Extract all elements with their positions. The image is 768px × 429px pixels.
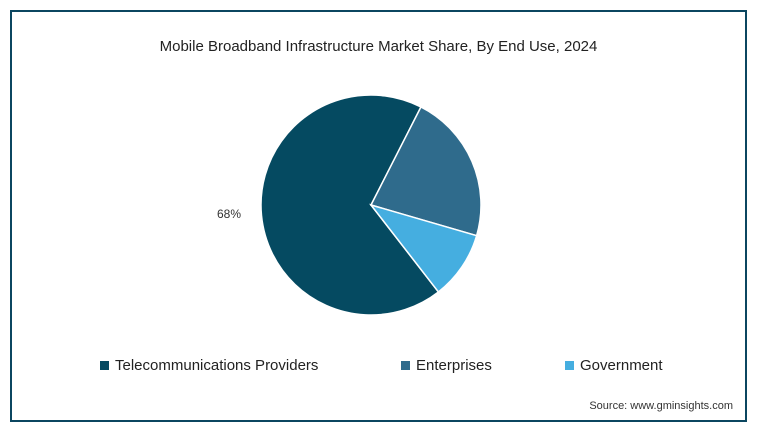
legend-label-government: Government	[580, 357, 663, 374]
legend-swatch-government	[565, 361, 574, 370]
chart-frame: Mobile Broadband Infrastructure Market S…	[10, 10, 747, 422]
pie-slice-government	[368, 203, 478, 293]
legend-item-government: Government	[565, 357, 663, 374]
legend-swatch-telecommunications-providers	[100, 361, 109, 370]
legend-item-enterprises: Enterprises	[401, 357, 492, 374]
legend: Telecommunications Providers Enterprises…	[12, 357, 745, 379]
legend-item-telecommunications-providers: Telecommunications Providers	[100, 357, 318, 374]
legend-label-enterprises: Enterprises	[416, 357, 492, 374]
chart-title: Mobile Broadband Infrastructure Market S…	[159, 38, 598, 55]
legend-label-telecommunications-providers: Telecommunications Providers	[115, 357, 319, 374]
pie-chart	[260, 94, 482, 316]
source-note: Source: www.gminsights.com	[589, 400, 733, 412]
pie-slice-enterprises	[369, 105, 482, 237]
pie-slice-telecommunications-providers	[260, 94, 440, 316]
legend-swatch-enterprises	[401, 361, 410, 370]
slice-label-telecommunications-providers: 68%	[217, 207, 242, 221]
